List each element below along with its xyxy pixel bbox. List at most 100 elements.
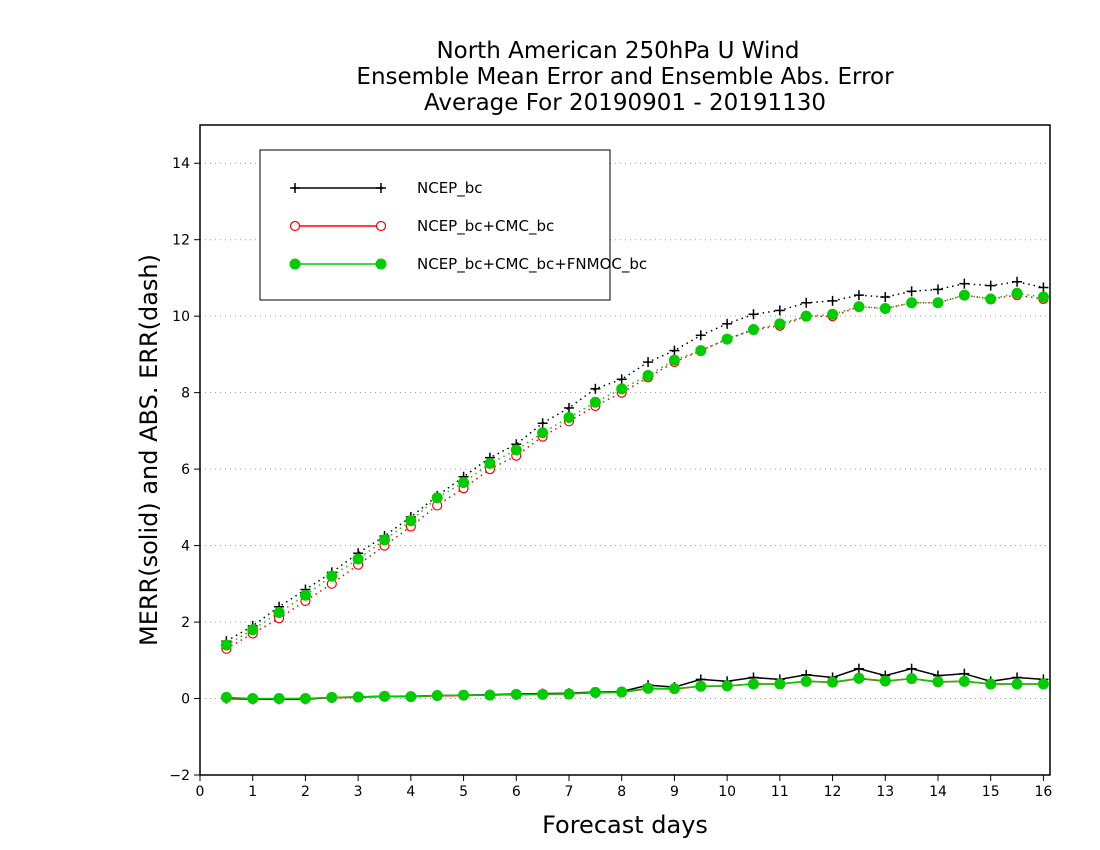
x-tick-label: 0 bbox=[196, 784, 205, 800]
abs-err-point-ncep-cmc-fnmoc bbox=[642, 369, 654, 381]
abs-err-point-ncep bbox=[722, 318, 733, 329]
mean-err-point-ncep bbox=[853, 663, 864, 674]
mean-err-point-ncep-cmc-fnmoc bbox=[1037, 678, 1049, 690]
y-tick-label: 8 bbox=[181, 386, 190, 402]
abs-err-point-ncep-cmc-fnmoc bbox=[827, 308, 839, 320]
abs-err-point-ncep bbox=[616, 374, 627, 385]
mean-err-point-ncep-cmc-fnmoc bbox=[484, 689, 496, 701]
mean-err-point-ncep-cmc-fnmoc bbox=[299, 693, 311, 705]
y-tick-label: 6 bbox=[181, 462, 190, 478]
mean-err-line-ncep bbox=[226, 667, 1044, 701]
legend: NCEP_bc NCEP_bc+CMC_bc NCEP_bc+CMC_bc+FNMO… bbox=[259, 149, 647, 301]
mean-err-point-ncep-cmc-fnmoc bbox=[985, 678, 997, 690]
mean-err-point-ncep-cmc-fnmoc bbox=[378, 690, 390, 702]
abs-err-point-ncep-cmc-fnmoc bbox=[853, 301, 865, 313]
abs-err-point-ncep-cmc-fnmoc bbox=[405, 515, 417, 527]
mean-err-point-ncep-cmc-fnmoc bbox=[589, 686, 601, 698]
x-tick-label: 10 bbox=[718, 784, 736, 800]
mean-err-point-ncep-cmc-fnmoc bbox=[247, 693, 259, 705]
abs-err-point-ncep bbox=[1012, 276, 1023, 287]
abs-err-point-ncep bbox=[537, 418, 548, 429]
legend-marker bbox=[289, 220, 301, 232]
abs-err-point-ncep-cmc-fnmoc bbox=[668, 354, 680, 366]
abs-err-point-ncep-cmc-fnmoc bbox=[247, 624, 259, 636]
abs-err-point-ncep bbox=[932, 284, 943, 295]
abs-err-point-ncep-cmc-fnmoc bbox=[695, 345, 707, 357]
abs-err-point-ncep bbox=[827, 295, 838, 306]
abs-err-point-ncep-cmc-fnmoc bbox=[431, 492, 443, 504]
y-tick-label: 4 bbox=[181, 539, 190, 555]
x-tick-label: 9 bbox=[670, 784, 679, 800]
mean-err-point-ncep-cmc-fnmoc bbox=[800, 675, 812, 687]
mean-err-point-ncep-cmc-fnmoc bbox=[932, 676, 944, 688]
mean-err-point-ncep bbox=[906, 663, 917, 674]
title-line-3: Average For 20190901 - 20191130 bbox=[424, 90, 826, 116]
mean-err-point-ncep-cmc-fnmoc bbox=[405, 691, 417, 703]
mean-err-point-ncep-cmc-fnmoc bbox=[958, 675, 970, 687]
mean-err-point-ncep-cmc-fnmoc bbox=[352, 691, 364, 703]
abs-err-point-ncep bbox=[880, 292, 891, 303]
legend-label: NCEP_bc+CMC_bc+FNMOC_bc bbox=[417, 255, 647, 274]
mean-err-point-ncep-cmc-fnmoc bbox=[774, 678, 786, 690]
x-tick-label: 13 bbox=[876, 784, 894, 800]
abs-err-point-ncep-cmc-fnmoc bbox=[299, 589, 311, 601]
abs-err-point-ncep-cmc-fnmoc bbox=[800, 310, 812, 322]
y-tick-label: −2 bbox=[169, 768, 190, 784]
mean-err-point-ncep-cmc-fnmoc bbox=[616, 686, 628, 698]
abs-err-point-ncep bbox=[906, 286, 917, 297]
x-tick-label: 15 bbox=[982, 784, 1000, 800]
mean-err-point-ncep-cmc-fnmoc bbox=[510, 688, 522, 700]
abs-err-point-ncep-cmc-fnmoc bbox=[906, 297, 918, 309]
abs-err-point-ncep-cmc-fnmoc bbox=[510, 444, 522, 456]
y-tick-label: 2 bbox=[181, 615, 190, 631]
abs-err-point-ncep bbox=[563, 402, 574, 413]
abs-err-point-ncep bbox=[959, 278, 970, 289]
mean-err-point-ncep-cmc-fnmoc bbox=[220, 691, 232, 703]
abs-err-point-ncep-cmc-fnmoc bbox=[985, 293, 997, 305]
title-line-2: Ensemble Mean Error and Ensemble Abs. Er… bbox=[356, 64, 894, 90]
mean-err-point-ncep-cmc-fnmoc bbox=[668, 683, 680, 695]
abs-err-point-ncep bbox=[1038, 282, 1049, 293]
abs-err-point-ncep bbox=[853, 290, 864, 301]
data-layer bbox=[220, 276, 1049, 705]
mean-err-point-ncep-cmc-fnmoc bbox=[1011, 678, 1023, 690]
mean-err-point-ncep-cmc-fnmoc bbox=[431, 689, 443, 701]
legend-label: NCEP_bc bbox=[417, 179, 483, 198]
abs-err-point-ncep bbox=[801, 297, 812, 308]
legend-marker bbox=[376, 183, 386, 193]
chart-title: North American 250hPa U Wind Ensemble Me… bbox=[356, 38, 894, 116]
x-tick-label: 4 bbox=[406, 784, 415, 800]
abs-err-point-ncep-cmc-fnmoc bbox=[589, 396, 601, 408]
x-tick-label: 6 bbox=[512, 784, 521, 800]
plot-area bbox=[199, 124, 1051, 776]
legend-marker bbox=[289, 258, 301, 270]
y-tick-label: 0 bbox=[181, 692, 190, 708]
x-tick-label: 14 bbox=[929, 784, 947, 800]
legend-marker bbox=[375, 220, 387, 232]
abs-err-point-ncep-cmc-fnmoc bbox=[537, 427, 549, 439]
x-tick-label: 11 bbox=[771, 784, 789, 800]
abs-err-point-ncep-cmc-fnmoc bbox=[721, 333, 733, 345]
abs-err-point-ncep-cmc-fnmoc bbox=[326, 570, 338, 582]
legend-label: NCEP_bc+CMC_bc bbox=[417, 217, 554, 236]
abs-err-point-ncep-cmc-fnmoc bbox=[563, 412, 575, 423]
mean-err-point-ncep-cmc-fnmoc bbox=[747, 678, 759, 690]
y-axis-label: MERR(solid) and ABS. ERR(dash) bbox=[135, 254, 163, 646]
mean-err-point-ncep-cmc-fnmoc bbox=[537, 688, 549, 700]
abs-err-point-ncep-cmc-fnmoc bbox=[378, 534, 390, 546]
mean-err-point-ncep-cmc-fnmoc bbox=[721, 680, 733, 692]
abs-err-point-ncep bbox=[669, 345, 680, 356]
y-tick-label: 14 bbox=[172, 156, 190, 172]
mean-err-point-ncep-cmc-fnmoc bbox=[273, 693, 285, 705]
y-tick-label: 10 bbox=[172, 309, 190, 325]
abs-err-point-ncep bbox=[643, 357, 654, 368]
abs-err-point-ncep-cmc-fnmoc bbox=[458, 477, 470, 488]
mean-err-point-ncep-cmc-fnmoc bbox=[642, 682, 654, 694]
x-tick-label: 3 bbox=[354, 784, 363, 800]
abs-err-line-ncep bbox=[226, 281, 1044, 642]
abs-err-point-ncep bbox=[748, 309, 759, 320]
x-tick-label: 8 bbox=[617, 784, 626, 800]
legend-marker bbox=[290, 183, 300, 193]
